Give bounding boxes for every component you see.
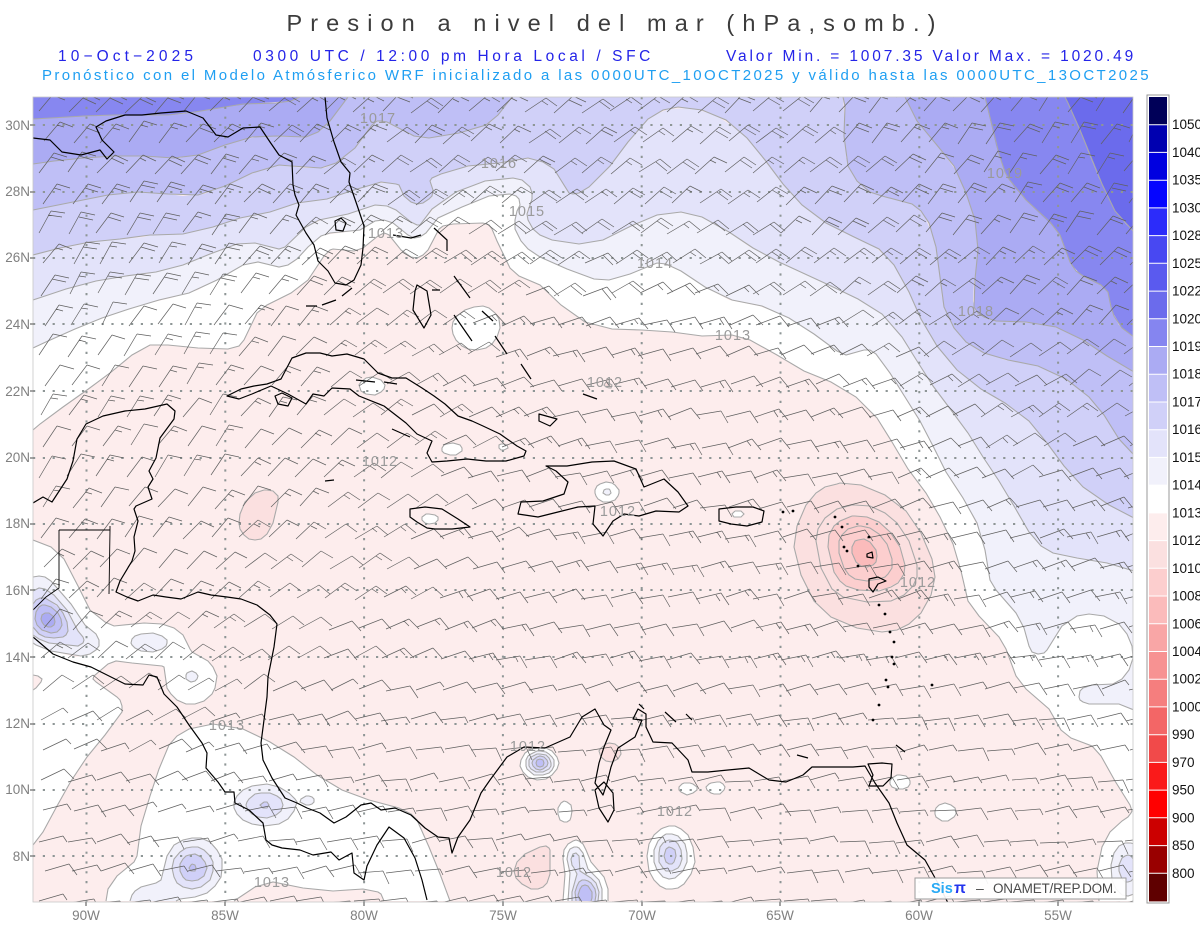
svg-text:970: 970	[1172, 755, 1195, 770]
svg-text:1025: 1025	[1172, 256, 1200, 271]
svg-text:14N: 14N	[5, 650, 30, 665]
svg-text:1017: 1017	[360, 111, 396, 127]
svg-text:1012: 1012	[1172, 533, 1200, 548]
svg-text:1013: 1013	[368, 226, 404, 242]
svg-text:22N: 22N	[5, 384, 30, 399]
svg-text:–: –	[976, 880, 984, 896]
svg-text:1035: 1035	[1172, 173, 1200, 188]
svg-text:60W: 60W	[905, 908, 933, 923]
svg-text:1015: 1015	[509, 204, 545, 220]
svg-text:1006: 1006	[1172, 616, 1200, 631]
svg-text:1019: 1019	[987, 166, 1023, 182]
svg-text:850: 850	[1172, 838, 1195, 853]
svg-text:1014: 1014	[637, 256, 673, 272]
svg-text:10N: 10N	[5, 782, 30, 797]
svg-text:55W: 55W	[1044, 908, 1072, 923]
svg-text:1004: 1004	[1172, 644, 1200, 659]
svg-text:1012: 1012	[587, 375, 623, 391]
svg-text:1012: 1012	[496, 865, 532, 881]
svg-text:16N: 16N	[5, 583, 30, 598]
svg-text:20N: 20N	[5, 450, 30, 465]
svg-text:990: 990	[1172, 727, 1195, 742]
svg-text:1012: 1012	[510, 739, 546, 755]
svg-text:π: π	[954, 880, 966, 897]
svg-text:1020: 1020	[1172, 311, 1200, 326]
svg-text:800: 800	[1172, 866, 1195, 881]
svg-text:Pronóstico con el Modelo Atmós: Pronóstico con el Modelo Atmósferico WRF…	[42, 67, 1151, 84]
svg-text:1013: 1013	[715, 328, 751, 344]
svg-text:1012: 1012	[600, 504, 636, 520]
svg-text:1018: 1018	[1172, 367, 1200, 382]
svg-text:1013: 1013	[254, 875, 290, 891]
svg-text:1022: 1022	[1172, 284, 1200, 299]
svg-text:1012: 1012	[362, 454, 398, 470]
svg-text:1028: 1028	[1172, 228, 1200, 243]
svg-text:1013: 1013	[1172, 505, 1200, 520]
svg-text:75W: 75W	[489, 908, 517, 923]
svg-text:1002: 1002	[1172, 672, 1200, 687]
svg-text:1016: 1016	[481, 156, 517, 172]
svg-text:1014: 1014	[1172, 478, 1200, 493]
svg-text:1016: 1016	[1172, 422, 1200, 437]
svg-text:1000: 1000	[1172, 699, 1200, 714]
svg-text:70W: 70W	[628, 908, 656, 923]
svg-text:1017: 1017	[1172, 395, 1200, 410]
svg-text:900: 900	[1172, 810, 1195, 825]
svg-text:12N: 12N	[5, 716, 30, 731]
svg-text:Valor Min. = 1007.35 Valor Ma: Valor Min. = 1007.35 Valor Max. = 1020.4…	[726, 48, 1136, 65]
svg-text:26N: 26N	[5, 250, 30, 265]
svg-text:1008: 1008	[1172, 589, 1200, 604]
svg-text:1010: 1010	[1172, 561, 1200, 576]
svg-text:10−Oct−2025: 10−Oct−2025	[58, 48, 197, 65]
svg-text:30N: 30N	[5, 118, 30, 133]
svg-text:Sis: Sis	[931, 881, 953, 897]
svg-text:1012: 1012	[657, 804, 693, 820]
svg-text:1040: 1040	[1172, 145, 1200, 160]
svg-text:18N: 18N	[5, 516, 30, 531]
svg-text:85W: 85W	[211, 908, 239, 923]
svg-text:0300 UTC / 12:00 pm Hora Local: 0300 UTC / 12:00 pm Hora Local / SFC	[253, 48, 654, 65]
svg-text:8N: 8N	[13, 849, 30, 864]
svg-text:950: 950	[1172, 783, 1195, 798]
svg-text:65W: 65W	[766, 908, 794, 923]
svg-text:28N: 28N	[5, 184, 30, 199]
svg-text:1012: 1012	[900, 575, 936, 591]
svg-text:1015: 1015	[1172, 450, 1200, 465]
svg-text:90W: 90W	[72, 908, 100, 923]
svg-text:80W: 80W	[350, 908, 378, 923]
svg-text:24N: 24N	[5, 317, 30, 332]
svg-text:Presion a nivel del mar (hPa,s: Presion a nivel del mar (hPa,somb.)	[286, 10, 943, 36]
svg-text:1050: 1050	[1172, 117, 1200, 132]
svg-text:1019: 1019	[1172, 339, 1200, 354]
svg-text:1018: 1018	[958, 304, 994, 320]
svg-text:1030: 1030	[1172, 200, 1200, 215]
svg-text:ONAMET/REP.DOM.: ONAMET/REP.DOM.	[993, 881, 1117, 896]
svg-text:1013: 1013	[209, 718, 245, 734]
